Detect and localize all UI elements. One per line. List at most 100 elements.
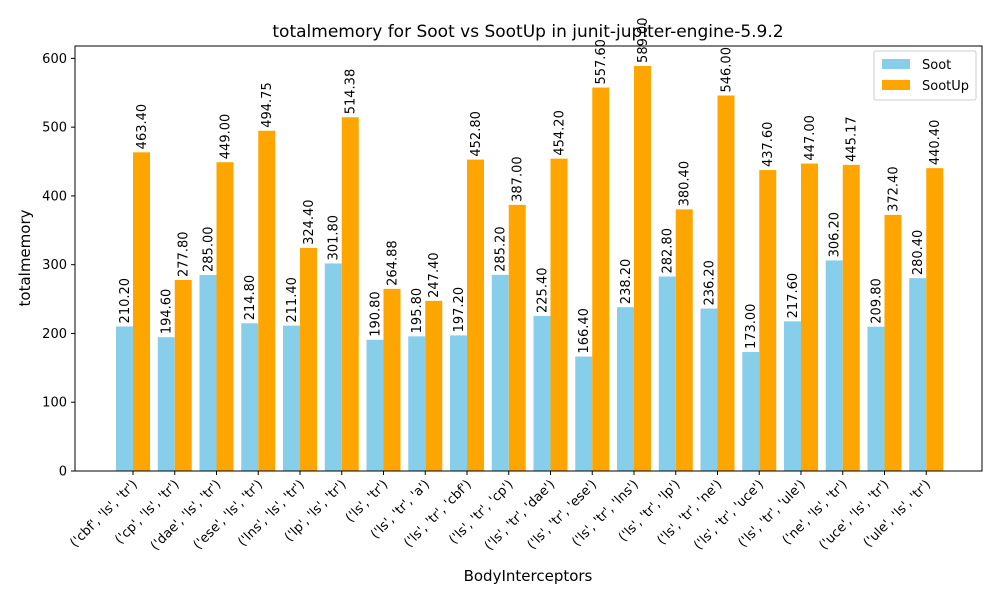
bar-sootup-10 — [550, 158, 568, 471]
value-label-sootup-9: 387.00 — [511, 156, 526, 202]
bar-soot-11 — [575, 356, 593, 471]
value-label-sootup-3: 494.75 — [260, 82, 275, 128]
bar-sootup-17 — [842, 164, 860, 472]
value-label-sootup-6: 264.88 — [386, 240, 401, 286]
value-label-soot-11: 166.40 — [577, 308, 592, 354]
bar-sootup-5 — [341, 117, 359, 471]
bar-sootup-9 — [508, 204, 526, 472]
bar-sootup-8 — [467, 159, 484, 472]
value-label-soot-16: 217.60 — [786, 273, 801, 319]
bar-sootup-1 — [174, 279, 192, 471]
bar-sootup-7 — [425, 300, 443, 471]
value-label-soot-8: 197.20 — [452, 287, 467, 333]
value-label-sootup-18: 372.40 — [887, 166, 902, 212]
value-label-soot-15: 173.00 — [744, 304, 759, 350]
plot-frame — [74, 45, 983, 472]
bar-sootup-4 — [300, 247, 317, 471]
value-label-soot-4: 211.40 — [285, 277, 300, 323]
bar-sootup-14 — [717, 95, 735, 471]
value-label-sootup-1: 277.80 — [177, 231, 192, 277]
bar-soot-17 — [825, 260, 843, 471]
value-label-sootup-0: 463.40 — [135, 104, 150, 150]
value-label-soot-18: 209.80 — [870, 278, 885, 324]
chart-title: totalmemory for Soot vs SootUp in junit-… — [272, 22, 783, 42]
bar-soot-10 — [533, 315, 551, 471]
bar-soot-6 — [366, 339, 384, 471]
value-label-soot-19: 280.40 — [911, 230, 926, 276]
legend-label-sootup: SootUp — [922, 79, 969, 94]
value-label-sootup-5: 514.38 — [344, 69, 359, 115]
legend-label-soot: Soot — [922, 58, 951, 73]
bar-soot-12 — [617, 307, 634, 471]
value-labels-layer: 210.20 194.60 285.00 214.80 211.40 301.80 190.… — [118, 17, 943, 353]
bar-soot-4 — [283, 325, 300, 471]
bar-soot-0 — [116, 326, 133, 471]
bar-sootup-0 — [133, 152, 150, 471]
bar-sootup-3 — [258, 130, 276, 471]
value-label-sootup-4: 324.40 — [302, 199, 317, 245]
value-label-sootup-19: 440.40 — [928, 120, 943, 166]
bar-sootup-16 — [801, 163, 818, 471]
bar-soot-9 — [491, 274, 509, 471]
bar-soot-3 — [241, 323, 259, 471]
value-label-sootup-13: 380.40 — [678, 161, 693, 207]
bar-sootup-18 — [884, 214, 902, 471]
value-label-soot-1: 194.60 — [160, 289, 175, 335]
bar-soot-14 — [700, 308, 718, 471]
value-label-soot-3: 214.80 — [243, 275, 258, 321]
value-label-sootup-11: 557.60 — [594, 39, 609, 85]
legend: Soot SootUp — [873, 50, 977, 101]
x-axis-label: BodyInterceptors — [464, 567, 593, 585]
bar-soot-18 — [867, 326, 885, 471]
y-tick-label-0: 0 — [59, 465, 67, 480]
value-label-sootup-15: 437.60 — [761, 122, 776, 168]
bar-soot-8 — [450, 335, 467, 471]
value-label-soot-9: 285.20 — [494, 226, 509, 272]
y-tick-label-4: 400 — [42, 189, 67, 204]
value-label-soot-6: 190.80 — [369, 291, 384, 337]
value-label-soot-7: 195.80 — [410, 288, 425, 334]
bar-sootup-19 — [926, 168, 944, 471]
value-label-sootup-17: 445.17 — [845, 116, 860, 162]
bar-soot-15 — [742, 352, 760, 471]
bar-soot-5 — [324, 263, 342, 471]
bars-layer — [116, 65, 944, 472]
value-label-sootup-10: 454.20 — [553, 110, 568, 156]
value-label-sootup-8: 452.80 — [469, 111, 484, 157]
value-label-sootup-16: 447.00 — [803, 115, 818, 161]
value-label-soot-17: 306.20 — [828, 212, 843, 258]
bar-sootup-11 — [592, 87, 610, 471]
legend-swatch-sootup — [882, 80, 910, 90]
bar-sootup-6 — [383, 288, 401, 471]
value-label-soot-2: 285.00 — [202, 227, 217, 273]
value-label-sootup-14: 546.00 — [720, 47, 735, 93]
y-axis-label: totalmemory — [16, 209, 34, 306]
bar-soot-16 — [784, 321, 801, 471]
bar-soot-1 — [157, 337, 175, 471]
bar-sootup-2 — [216, 162, 234, 471]
value-label-sootup-12: 589.00 — [636, 17, 651, 63]
value-label-soot-13: 282.80 — [661, 228, 676, 274]
legend-swatch-soot — [882, 59, 910, 69]
value-label-sootup-7: 247.40 — [427, 252, 442, 298]
y-tick-label-2: 200 — [42, 327, 67, 342]
y-tick-label-3: 300 — [42, 258, 67, 273]
bar-soot-7 — [408, 336, 426, 471]
x-axis: ('cbf', 'ls', 'tr')('cp', 'ls', 'tr')('d… — [67, 471, 934, 554]
value-label-soot-10: 225.40 — [536, 267, 551, 313]
bar-soot-19 — [909, 278, 927, 471]
y-tick-label-5: 500 — [42, 121, 67, 136]
y-tick-label-6: 600 — [42, 52, 67, 67]
bar-sootup-15 — [759, 170, 777, 471]
value-label-soot-12: 238.20 — [619, 259, 634, 305]
bar-sootup-12 — [634, 65, 651, 471]
value-label-soot-5: 301.80 — [327, 215, 342, 261]
y-axis: 0 100 200 300 400 500 600 — [42, 52, 75, 480]
value-label-sootup-2: 449.00 — [219, 114, 234, 160]
bar-sootup-13 — [675, 209, 693, 471]
value-label-soot-0: 210.20 — [118, 278, 133, 324]
bar-soot-2 — [199, 275, 217, 471]
y-tick-label-1: 100 — [42, 396, 67, 411]
